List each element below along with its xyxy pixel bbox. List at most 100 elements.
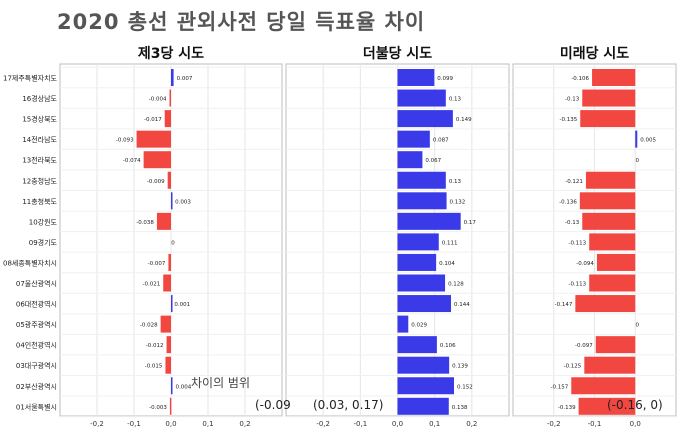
- bar: [397, 130, 430, 148]
- data-label: -0.136: [559, 199, 577, 205]
- y-tick-label: 12충청남도: [22, 176, 57, 185]
- bar: [171, 192, 173, 210]
- bar: [397, 110, 453, 128]
- data-label: -0.113: [568, 282, 586, 288]
- x-tick-label: 0,0: [630, 420, 641, 428]
- chart-title: 2020 총선 관외사전 당일 득표율 차이: [57, 10, 426, 34]
- x-tick-label: -0,2: [90, 420, 104, 428]
- bar: [171, 295, 173, 313]
- data-label: -0.139: [558, 405, 576, 411]
- bar: [166, 336, 171, 354]
- y-tick-label: 01서울특별시: [16, 402, 57, 411]
- bar: [589, 274, 636, 292]
- panel-range-text: (-0.09: [255, 398, 291, 412]
- bar: [595, 336, 636, 354]
- data-label: -0.017: [144, 117, 162, 123]
- bar: [580, 110, 636, 128]
- data-label: -0.097: [575, 343, 593, 349]
- y-tick-label: 15경상북도: [22, 115, 57, 124]
- y-tick-label: 16경상남도: [22, 94, 57, 103]
- bar: [582, 212, 636, 230]
- bar: [635, 130, 638, 148]
- bar: [596, 253, 636, 271]
- bar: [397, 253, 437, 271]
- bar: [164, 110, 171, 128]
- bar: [585, 171, 636, 189]
- x-tick-label: -0,1: [127, 420, 141, 428]
- bar: [397, 151, 423, 169]
- y-tick-label: 08세종특별자치시: [3, 258, 57, 267]
- bar: [592, 69, 636, 86]
- data-label: -0.094: [576, 261, 594, 267]
- bar: [589, 233, 636, 251]
- data-label: -0.093: [116, 138, 134, 144]
- bar: [582, 89, 636, 107]
- bar: [165, 356, 171, 374]
- data-label: 0.067: [425, 158, 441, 164]
- data-label: 0.132: [450, 199, 466, 205]
- x-tick-label: -0,1: [353, 420, 367, 428]
- data-label: 0.106: [440, 343, 456, 349]
- data-label: -0.13: [565, 220, 580, 226]
- bar: [571, 377, 636, 395]
- data-label: 0: [171, 240, 175, 246]
- y-tick-label: 06대전광역시: [16, 300, 57, 309]
- data-label: -0.147: [555, 302, 573, 308]
- data-label: 0.138: [452, 405, 468, 411]
- y-tick-label: 11충청북도: [22, 197, 57, 206]
- data-label: -0.003: [149, 405, 167, 411]
- bar: [397, 212, 461, 230]
- data-label: 0.111: [442, 240, 458, 246]
- bar: [397, 89, 446, 107]
- data-label: -0.074: [123, 158, 141, 164]
- bar: [397, 397, 449, 415]
- data-label: -0.009: [147, 179, 165, 185]
- bar: [397, 377, 454, 395]
- data-label: -0.106: [571, 76, 589, 82]
- bar: [143, 151, 171, 169]
- data-label: -0.012: [146, 343, 164, 349]
- data-label: 0.128: [448, 282, 464, 288]
- y-tick-label: 10강원도: [29, 217, 58, 226]
- x-tick-label: -0,1: [588, 420, 602, 428]
- data-label: -0.028: [140, 323, 158, 329]
- y-tick-label: 13전라북도: [22, 156, 57, 165]
- x-tick-label: 0,2: [239, 420, 250, 428]
- y-tick-label: 04인천광역시: [16, 341, 57, 350]
- data-label: 0.144: [454, 302, 470, 308]
- data-label: 0.005: [640, 138, 656, 144]
- data-label: -0.125: [564, 364, 582, 370]
- y-tick-label: 07울산광역시: [16, 279, 57, 288]
- bar: [397, 315, 409, 333]
- bar: [397, 336, 437, 354]
- range-annotation: 차이의 범위: [191, 376, 251, 390]
- data-label: 0.139: [452, 364, 468, 370]
- data-label: 0.152: [457, 384, 473, 390]
- bar: [169, 89, 172, 107]
- bar: [136, 130, 171, 148]
- bar: [397, 356, 450, 374]
- data-label: -0.157: [551, 384, 569, 390]
- data-label: -0.004: [149, 97, 167, 103]
- x-tick-label: 0,0: [392, 420, 403, 428]
- data-label: -0.038: [136, 220, 154, 226]
- data-label: 0.007: [177, 76, 193, 82]
- data-label: 0.13: [449, 97, 462, 103]
- data-label: -0.13: [565, 97, 580, 103]
- x-tick-label: -0,2: [316, 420, 330, 428]
- data-label: 0.004: [175, 384, 191, 390]
- bar: [169, 397, 172, 415]
- bar: [167, 171, 171, 189]
- bar: [397, 274, 446, 292]
- bar: [163, 274, 171, 292]
- data-label: 0.104: [439, 261, 455, 267]
- data-label: 0.001: [174, 302, 190, 308]
- panel-title: 더불당 시도: [363, 45, 432, 62]
- bar: [171, 377, 173, 395]
- data-label: 0: [636, 158, 640, 164]
- bar: [397, 295, 452, 313]
- bar: [397, 171, 446, 189]
- x-tick-label: 0,0: [165, 420, 176, 428]
- bar: [168, 253, 171, 271]
